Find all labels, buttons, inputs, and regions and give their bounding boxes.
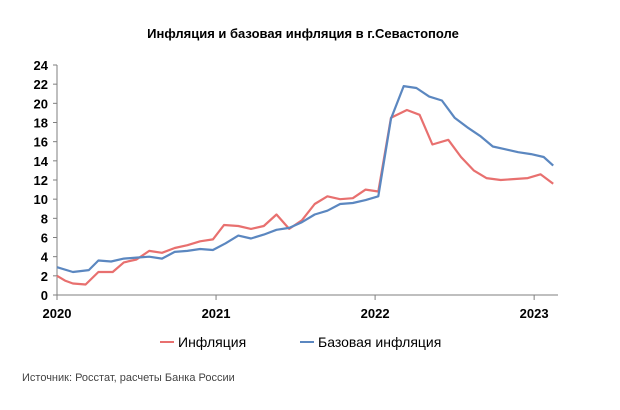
y-tick-label: 22	[34, 77, 48, 92]
legend-label-core-inflation: Базовая инфляция	[318, 334, 441, 350]
y-tick-label: 14	[34, 154, 49, 169]
legend: Инфляция Базовая инфляция	[160, 334, 441, 350]
y-tick-label: 2	[41, 269, 48, 284]
y-tick-label: 10	[34, 192, 48, 207]
y-tick-label: 16	[34, 135, 48, 150]
y-tick-label: 6	[41, 231, 48, 246]
x-tick-label: 2021	[202, 306, 231, 321]
y-tick-label: 18	[34, 116, 48, 131]
legend-label-inflation: Инфляция	[178, 334, 246, 350]
x-tick-label: 2020	[43, 306, 72, 321]
y-tick-label: 12	[34, 173, 48, 188]
series-line-core-inflation	[56, 84, 554, 274]
y-tick-label: 4	[41, 250, 49, 265]
y-tick-label: 20	[34, 96, 48, 111]
x-tick-label: 2023	[520, 306, 549, 321]
y-tick-label: 8	[41, 211, 48, 226]
source-note: Источник: Росстат, расчеты Банка России	[22, 372, 235, 384]
x-tick-label: 2022	[361, 306, 390, 321]
y-tick-label: 0	[41, 288, 48, 303]
y-tick-label: 24	[34, 58, 49, 73]
chart-title: Инфляция и базовая инфляция в г.Севастоп…	[147, 26, 459, 41]
